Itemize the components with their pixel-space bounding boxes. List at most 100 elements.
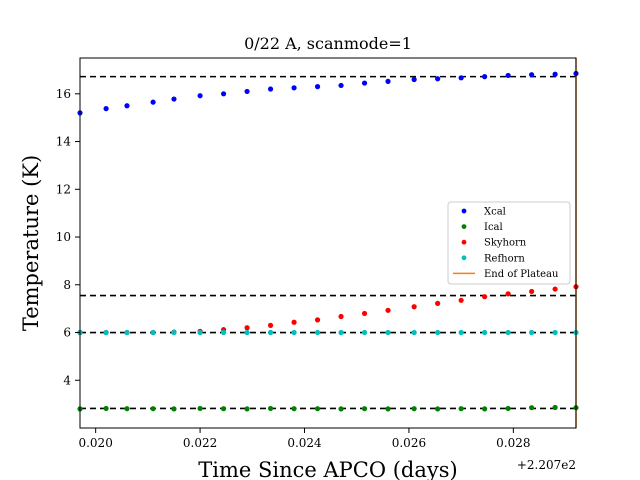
ical-point: [505, 405, 511, 412]
xcal-point: [435, 76, 441, 82]
series-skyhorn: [77, 284, 579, 336]
legend-label: Skyhorn: [484, 238, 527, 249]
refhorn-point: [411, 329, 417, 336]
y-tick-label: 10: [56, 230, 71, 244]
ical-point: [458, 406, 464, 412]
x-axis-offset-label: +2.207e2: [517, 458, 576, 472]
legend: Xcal Ical Skyhorn Refhorn End of Plateau: [447, 201, 571, 285]
legend-marker: [461, 255, 467, 261]
xcal-point: [220, 91, 227, 97]
x-tick-label: 0.026: [392, 436, 426, 450]
refhorn-point: [458, 329, 464, 336]
skyhorn-point: [482, 294, 488, 300]
xcal-point: [103, 106, 109, 112]
series-ical: [77, 404, 579, 412]
skyhorn-point: [338, 313, 344, 320]
refhorn-point: [267, 329, 274, 336]
x-axis: 0.020 0.022 0.024 0.026 0.028: [78, 428, 531, 450]
xcal-point: [267, 86, 274, 92]
legend-marker: [461, 208, 467, 214]
ical-point: [361, 406, 368, 412]
skyhorn-point: [411, 304, 417, 310]
skyhorn-point: [291, 319, 297, 325]
x-axis-label: Time Since APCO (days): [198, 458, 457, 480]
ical-point: [124, 406, 130, 412]
y-tick-label: 12: [56, 182, 71, 196]
y-tick-label: 4: [63, 373, 71, 387]
skyhorn-point: [505, 291, 511, 297]
ical-point: [411, 406, 417, 412]
y-tick-label: 14: [56, 135, 72, 149]
refhorn-point: [171, 329, 177, 336]
ical-point: [482, 406, 488, 412]
series-refhorn: [77, 329, 579, 336]
xcal-point: [361, 80, 368, 86]
skyhorn-point: [458, 297, 464, 303]
skyhorn-point: [267, 322, 274, 328]
refhorn-point: [338, 329, 344, 336]
skyhorn-point: [314, 317, 321, 323]
xcal-point: [171, 96, 177, 102]
refhorn-point: [314, 329, 321, 336]
x-tick-label: 0.022: [183, 436, 217, 450]
chart-title: 0/22 A, scanmode=1: [244, 34, 412, 53]
refhorn-point: [291, 329, 297, 336]
legend-label: Ical: [484, 222, 503, 233]
skyhorn-point: [552, 286, 558, 292]
legend-marker: [461, 239, 467, 245]
refhorn-point: [529, 329, 535, 336]
legend-label: Xcal: [484, 207, 506, 218]
refhorn-point: [220, 329, 227, 336]
xcal-point: [291, 85, 297, 91]
ical-point: [552, 404, 558, 411]
ical-point: [291, 406, 297, 412]
refhorn-point: [150, 329, 156, 336]
x-tick-label: 0.024: [287, 436, 322, 450]
refhorn-point: [385, 329, 391, 336]
xcal-point: [411, 76, 417, 83]
xcal-point: [529, 72, 535, 78]
ical-point: [314, 406, 321, 412]
legend-label: End of Plateau: [484, 269, 559, 280]
ical-point: [338, 406, 344, 412]
refhorn-point: [505, 329, 511, 336]
y-tick-label: 8: [63, 278, 71, 292]
refhorn-point: [103, 329, 109, 336]
xcal-point: [197, 93, 203, 99]
ical-point: [529, 405, 535, 411]
xcal-point: [458, 75, 464, 81]
xcal-point: [552, 71, 558, 77]
skyhorn-point: [244, 325, 250, 331]
ical-point: [385, 406, 391, 412]
plot-area: [77, 58, 579, 428]
skyhorn-point: [385, 307, 391, 313]
refhorn-point: [124, 329, 130, 336]
xcal-point: [314, 84, 321, 90]
ical-point: [171, 406, 177, 412]
xcal-point: [385, 78, 391, 84]
ical-point: [244, 406, 250, 412]
ical-point: [103, 405, 109, 412]
y-axis-label: Temperature (K): [19, 155, 43, 331]
series-xcal: [77, 70, 579, 116]
x-tick-label: 0.028: [496, 436, 530, 450]
y-tick-label: 16: [56, 87, 71, 101]
legend-marker: [461, 224, 467, 230]
y-axis: 4 6 8 10 12 14 16: [56, 87, 80, 387]
ical-point: [220, 406, 227, 412]
refhorn-point: [435, 329, 441, 336]
x-tick-label: 0.020: [78, 436, 112, 450]
xcal-point: [124, 103, 130, 109]
ical-point: [197, 405, 203, 412]
xcal-point: [338, 82, 344, 89]
refhorn-point: [361, 329, 368, 336]
refhorn-point: [482, 329, 488, 336]
xcal-point: [244, 88, 250, 95]
skyhorn-point: [361, 310, 368, 317]
ical-point: [267, 405, 274, 412]
refhorn-point: [244, 329, 250, 336]
axes-frame: [79, 57, 577, 429]
refhorn-point: [197, 329, 203, 336]
legend-label: Refhorn: [484, 253, 525, 264]
